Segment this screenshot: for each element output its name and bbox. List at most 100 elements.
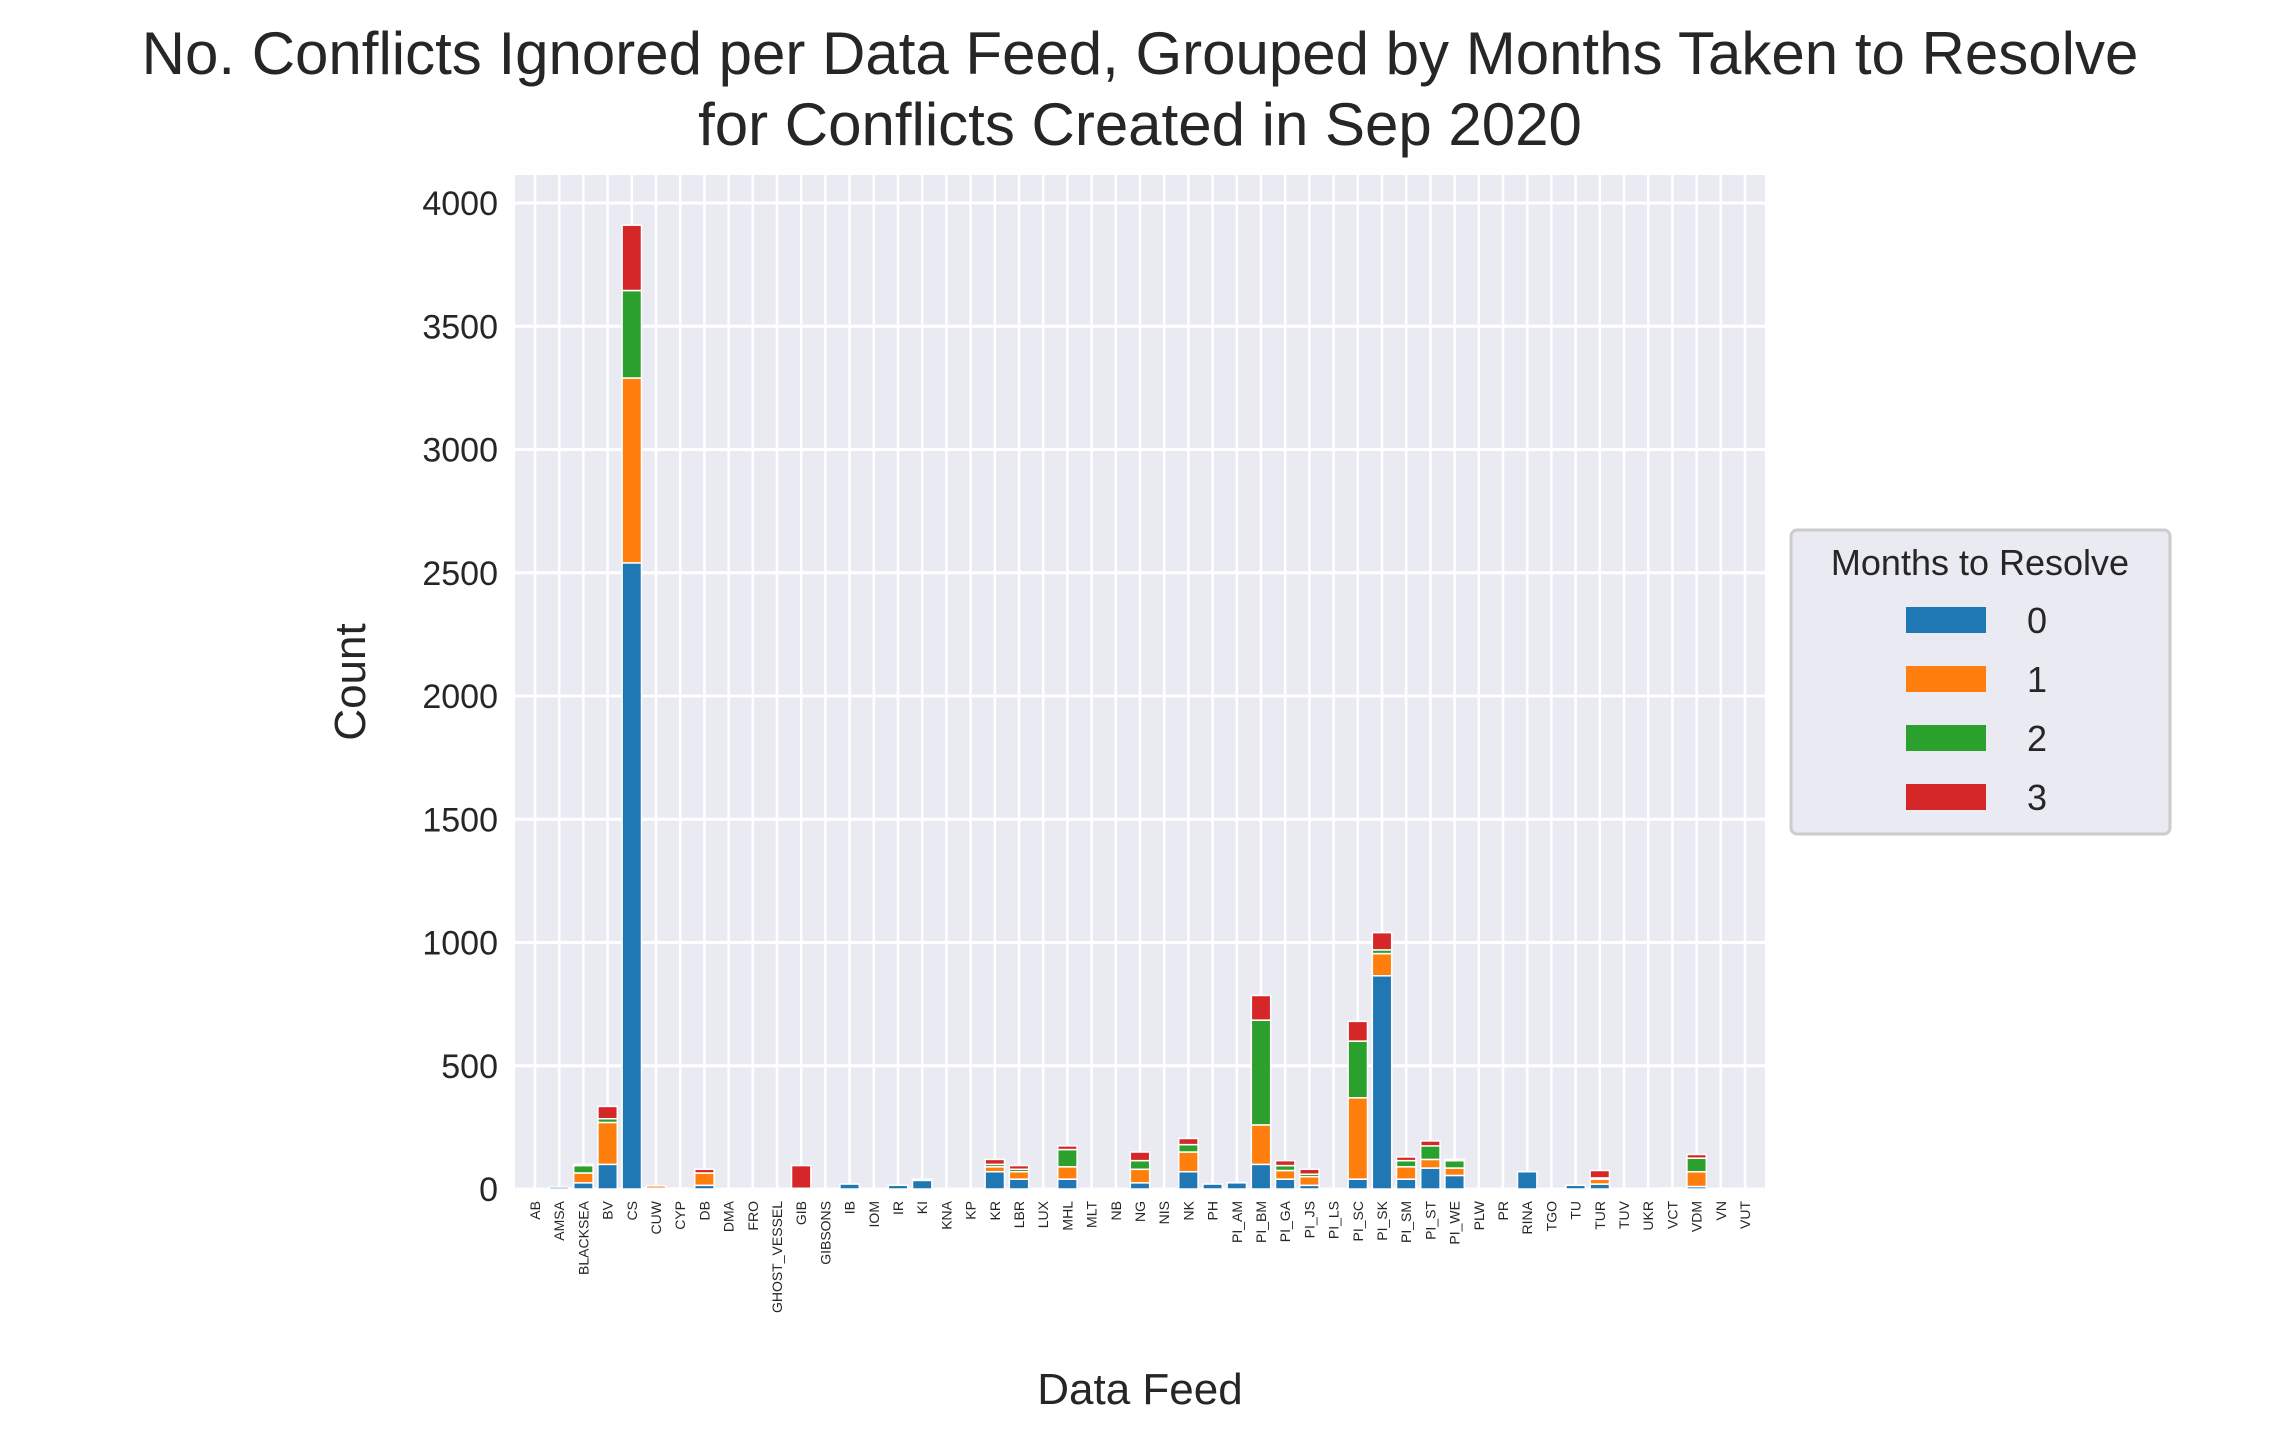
y-tick-label: 3500 [422,308,498,346]
legend-swatch [1906,607,1986,633]
bar-segment [1371,975,1393,1190]
bar-segment [621,377,643,564]
bar-segment [790,1164,812,1190]
bar-segment [1419,1140,1441,1147]
bar-segment [1226,1182,1248,1190]
bar-segment [1686,1170,1708,1188]
x-tick-label: CUW [648,1200,664,1234]
bar-segment [1274,1159,1296,1167]
x-tick-label: PLW [1471,1200,1487,1230]
bar-segment [1202,1183,1224,1190]
x-tick-label: GIB [793,1201,809,1225]
bar-segment [1008,1164,1030,1171]
bar-segment [1056,1166,1078,1180]
bar-segment [839,1183,861,1190]
x-axis-label: Data Feed [1037,1365,1242,1414]
bar-segment [984,1158,1006,1166]
legend-label: 1 [2027,659,2047,700]
x-tick-label: MHL [1059,1201,1075,1231]
x-tick-label: VDM [1689,1201,1705,1232]
bar-segment [572,1172,594,1184]
x-tick-label: LBR [1011,1201,1027,1228]
bar-segment [1516,1170,1538,1190]
bar-segment [572,1164,594,1174]
x-tick-label: UKR [1640,1201,1656,1231]
bar-segment [1395,1166,1417,1180]
bar-segment [1419,1158,1441,1169]
legend-label: 3 [2027,777,2047,818]
bar-segment [1250,1019,1272,1126]
bar-segment [911,1179,933,1190]
bar-segment [1371,931,1393,951]
bar-segment [1250,1124,1272,1166]
bar-segment [1274,1178,1296,1190]
bar-segment [911,1178,933,1182]
x-tick-label: KNA [938,1200,954,1229]
x-tick-label: PH [1205,1201,1221,1220]
bar-segment [1008,1178,1030,1190]
x-tick-labels: AB AMSA BLACKSEA BV CS CUW CYP DB DMA FRO GHOST_VE… [527,1200,1753,1313]
x-tick-label: KR [987,1201,1003,1220]
bar-segment [1056,1145,1078,1151]
x-tick-label: TU [1568,1201,1584,1220]
bar-segment [1540,1187,1562,1190]
x-tick-label: BLACKSEA [575,1200,591,1275]
x-tick-label: TUV [1616,1200,1632,1229]
bar-segment [1468,1187,1490,1190]
legend-swatch [1906,666,1986,692]
bar-segment [1686,1157,1708,1173]
bar-segment [1177,1143,1199,1153]
bar-segment [597,1121,619,1166]
bar-segment [1492,1187,1514,1190]
x-tick-label: DMA [721,1200,737,1232]
x-tick-label: PI_BM [1253,1201,1269,1243]
bar-segment [1177,1137,1199,1146]
bar-segment [1274,1169,1296,1180]
bar-segment [1419,1167,1441,1190]
bar-segment [1444,1174,1466,1190]
legend: Months to Resolve 0 1 2 3 [1789,528,2172,836]
y-tick-labels: 0 500 1000 1500 2000 2500 3000 3500 4000 [422,185,498,1209]
bar-segment [572,1182,594,1190]
bar-segment [621,562,643,1190]
bar-segment [984,1170,1006,1190]
x-tick-label: GIBSONS [817,1201,833,1265]
bar-segment [1129,1182,1151,1190]
bar-segment [1613,1187,1635,1190]
bar-segment [597,1163,619,1190]
bar-segment [1661,1187,1683,1190]
y-gridlines [515,201,1765,1191]
x-tick-label: MLT [1084,1201,1100,1228]
bar-segment [524,1187,546,1190]
bar-segment [1153,1187,1175,1190]
x-tick-label: BV [600,1200,616,1219]
x-tick-label: VCT [1664,1201,1680,1229]
bar-segment [1637,1187,1659,1190]
bar-segment [645,1185,667,1190]
bar-segment [1565,1184,1587,1190]
bar-segment [1129,1168,1151,1184]
x-tick-label: NIS [1156,1201,1172,1224]
x-tick-label: KP [963,1201,979,1220]
bar-segment [1129,1151,1151,1162]
y-tick-label: 4000 [422,185,498,223]
bar-segment [718,1187,740,1190]
x-tick-label: DB [696,1201,712,1220]
bar-segment [1589,1169,1611,1179]
bar-segment [863,1187,885,1190]
x-tick-label: AB [527,1201,543,1220]
x-tick-label: PI_GA [1277,1200,1293,1242]
bar-segment [669,1187,691,1190]
x-tick-label: PI_JS [1301,1201,1317,1238]
legend-label: 0 [2027,600,2047,641]
bar-segment [887,1184,909,1190]
x-tick-label: PI_AM [1229,1201,1245,1243]
y-tick-label: 2000 [422,678,498,716]
bar-segment [572,1163,594,1167]
x-tick-label: RINA [1519,1200,1535,1234]
x-tick-label: IB [842,1201,858,1214]
bar-segment [1105,1187,1127,1190]
x-tick-label: PI_SM [1398,1201,1414,1243]
bar-segment [1444,1158,1466,1162]
